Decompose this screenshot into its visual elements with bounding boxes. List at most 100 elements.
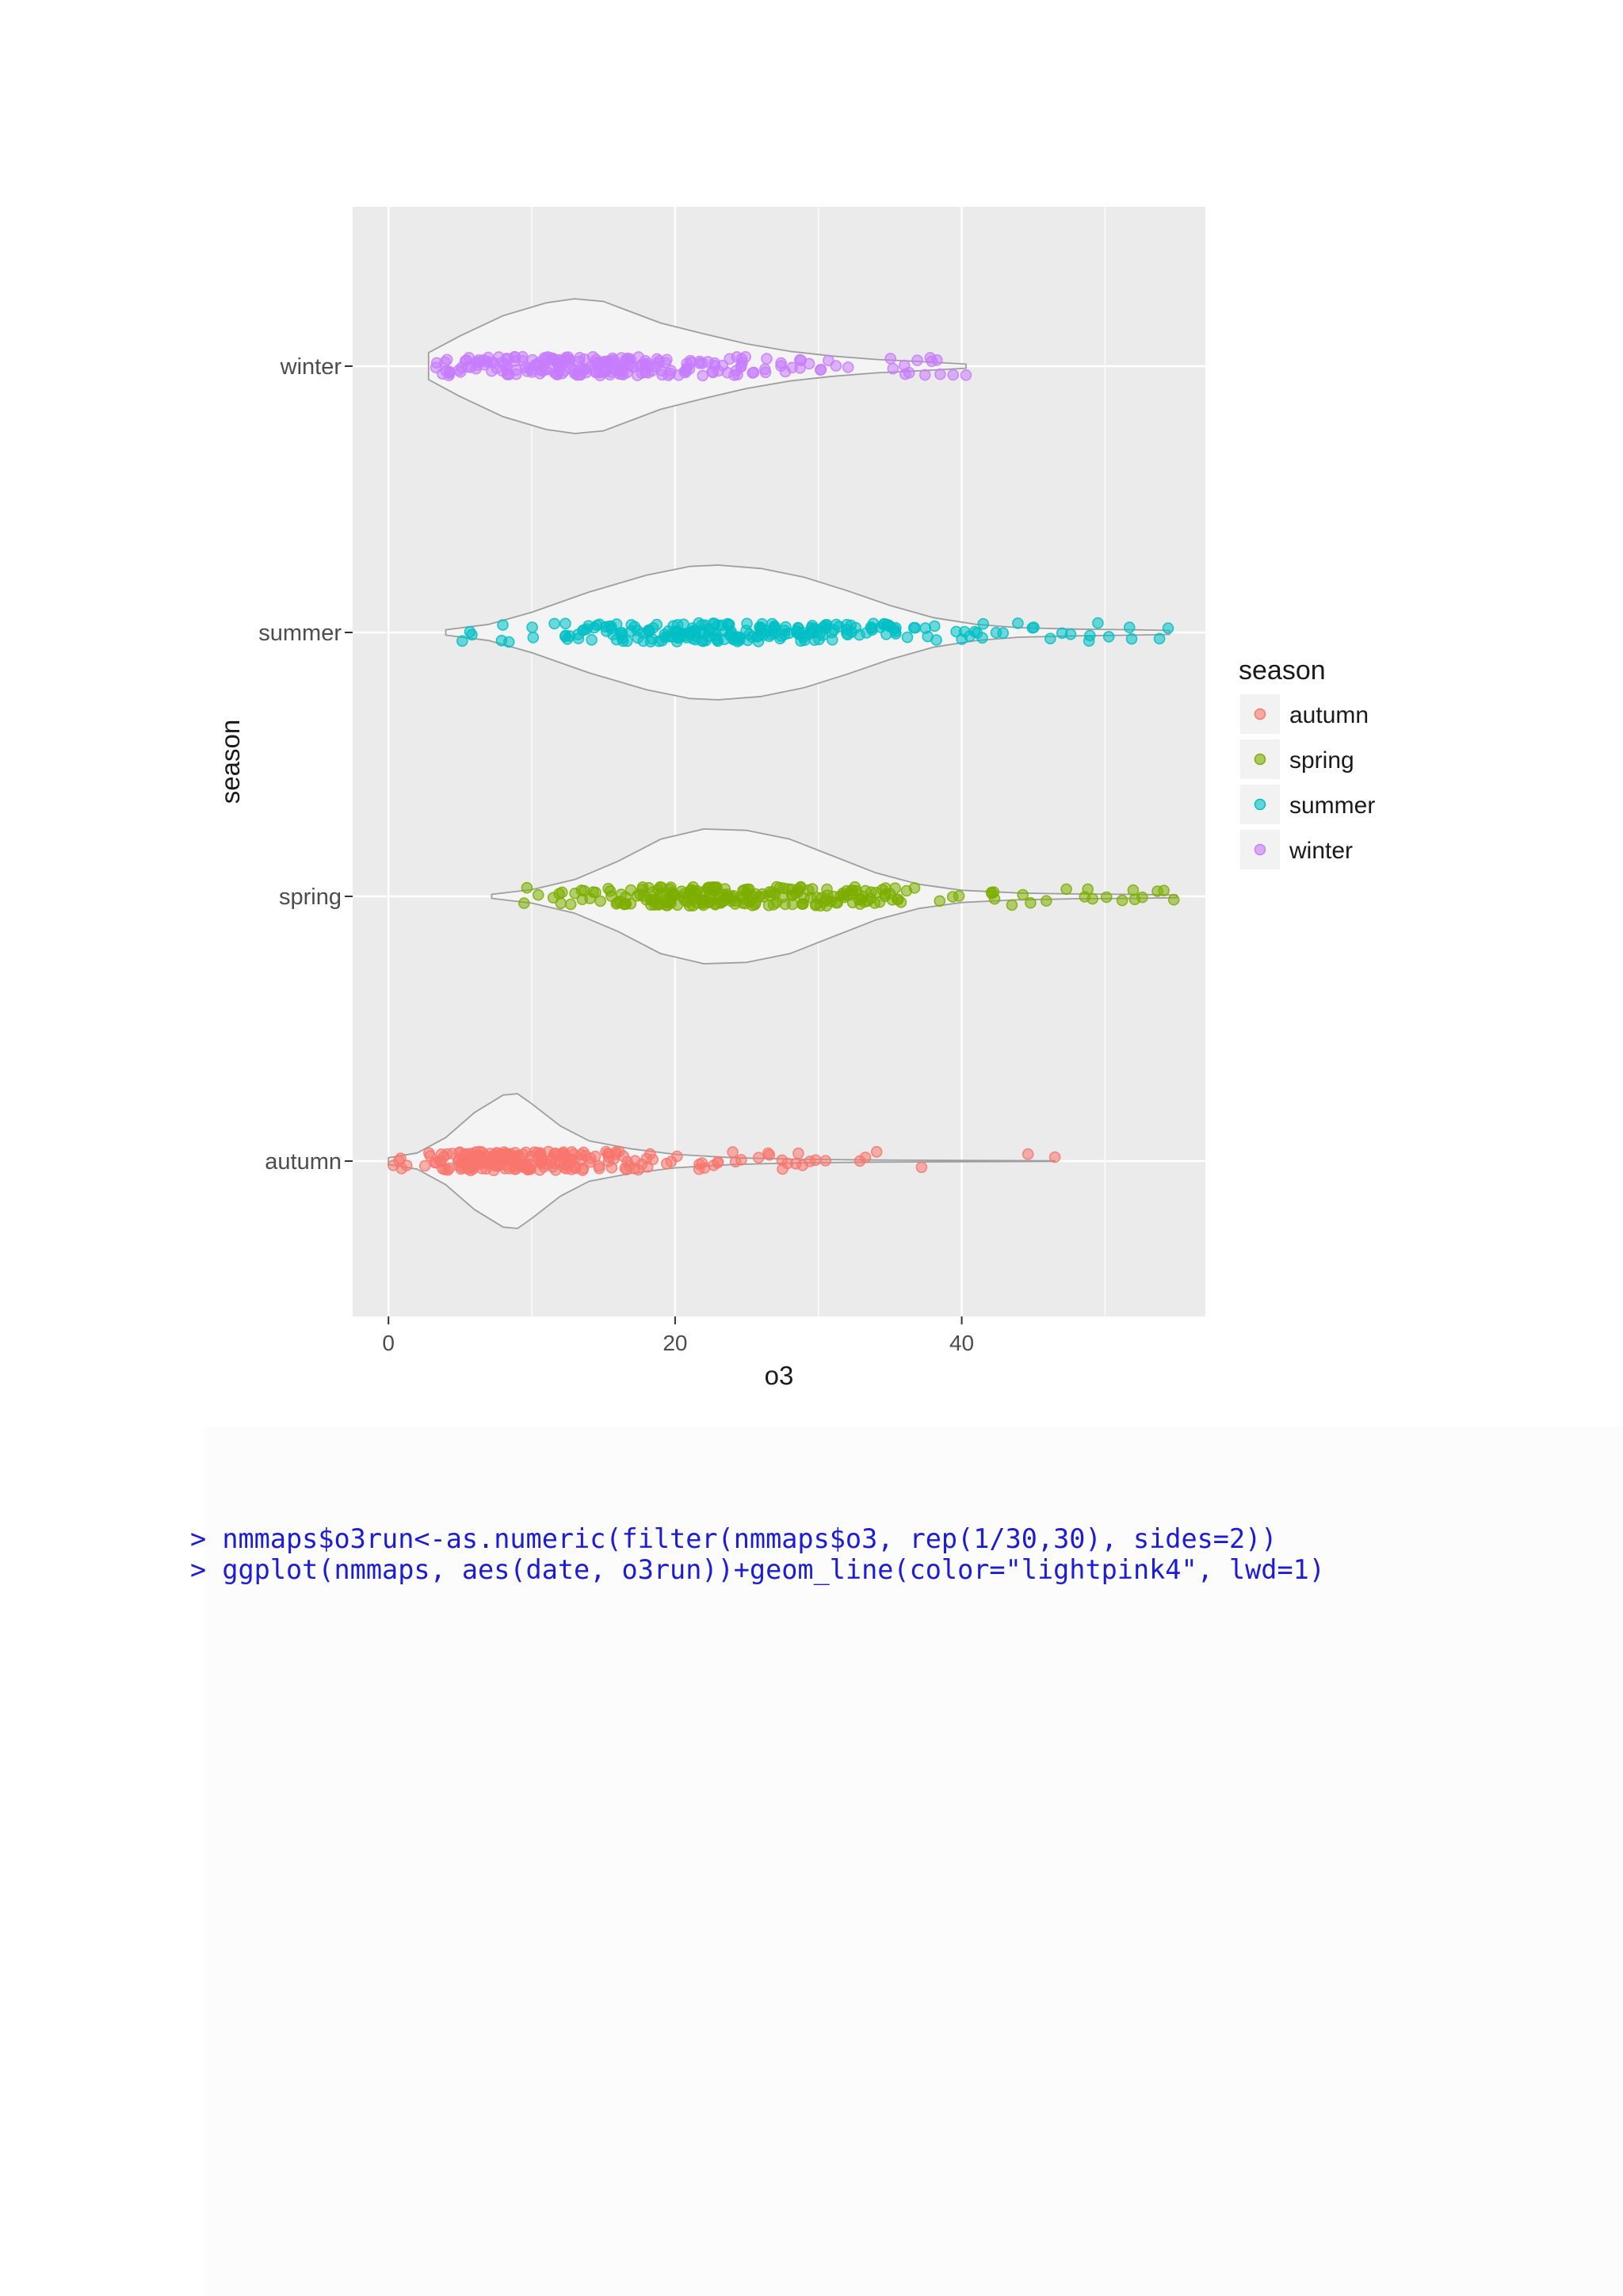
y-tick-label: summer [258, 621, 342, 646]
point-winter [508, 350, 521, 363]
axes: 0 20 40 autumn spring summer winter [258, 354, 974, 1355]
point-summer [990, 626, 1002, 639]
point-summer [659, 631, 671, 644]
point-winter [815, 364, 827, 376]
point-winter [472, 356, 485, 369]
point-summer [1064, 628, 1077, 640]
point-spring [725, 891, 738, 904]
point-spring [900, 884, 913, 897]
point-winter [642, 367, 655, 379]
legend-swatch-spring [1254, 753, 1266, 766]
legend-label-summer: summer [1289, 793, 1375, 819]
point-autumn [602, 1148, 614, 1159]
point-summer [866, 624, 878, 636]
point-autumn [870, 1146, 883, 1158]
point-winter [758, 363, 771, 376]
point-summer [907, 621, 920, 634]
point-autumn [441, 1163, 454, 1176]
point-summer [527, 631, 540, 644]
point-summer [1123, 621, 1136, 633]
jitter-points [387, 350, 1180, 1177]
legend: season autumn spring summer winter [1239, 655, 1375, 869]
point-autumn [796, 1159, 808, 1171]
point-winter [632, 369, 643, 382]
point-autumn [712, 1156, 724, 1169]
point-winter [624, 353, 636, 365]
point-winter [960, 369, 972, 381]
point-summer [710, 629, 723, 642]
point-autumn [660, 1157, 673, 1170]
point-summer [643, 624, 655, 636]
point-spring [575, 884, 588, 896]
point-autumn [510, 1160, 522, 1172]
point-spring [594, 895, 606, 907]
point-winter [500, 363, 513, 375]
point-winter [947, 369, 959, 381]
point-summer [850, 621, 862, 634]
point-winter [641, 357, 653, 369]
point-summer [712, 619, 724, 632]
point-autumn [617, 1150, 630, 1163]
point-spring [821, 883, 833, 896]
point-spring [746, 893, 758, 905]
point-winter [574, 351, 586, 364]
point-spring [743, 883, 755, 896]
point-summer [1092, 617, 1104, 629]
point-summer [929, 620, 941, 632]
point-summer [881, 618, 893, 631]
point-spring [1136, 891, 1148, 904]
legend-swatch-autumn [1254, 708, 1266, 720]
r-code-block: > nmmaps$o3run<-as.numeric(filter(nmmaps… [190, 1523, 1325, 1585]
point-spring [719, 883, 731, 895]
point-winter [487, 357, 500, 369]
point-autumn [915, 1161, 928, 1174]
point-spring [764, 889, 777, 901]
point-spring [604, 885, 617, 897]
point-spring [517, 897, 530, 909]
point-summer [697, 635, 709, 648]
y-tick-label: autumn [265, 1149, 342, 1175]
point-winter [919, 369, 931, 381]
point-winter [803, 357, 815, 370]
point-winter [911, 354, 923, 367]
point-spring [892, 893, 904, 906]
point-winter [842, 361, 854, 373]
point-winter [934, 368, 946, 380]
point-winter [463, 351, 475, 364]
point-autumn [809, 1154, 822, 1167]
point-autumn [752, 1152, 765, 1163]
point-summer [976, 632, 988, 644]
point-spring [1158, 884, 1170, 896]
point-spring [1006, 899, 1018, 911]
point-spring [846, 888, 857, 901]
point-spring [556, 886, 568, 899]
point-autumn [504, 1152, 516, 1165]
point-autumn [424, 1150, 437, 1162]
point-spring [1017, 888, 1029, 901]
point-spring [620, 891, 632, 904]
point-summer [725, 625, 737, 638]
point-autumn [418, 1159, 431, 1172]
legend-entries: autumn spring summer winter [1240, 694, 1375, 869]
point-spring [691, 884, 704, 897]
point-spring [1167, 893, 1180, 906]
point-summer [792, 628, 805, 640]
point-summer [563, 630, 576, 642]
point-summer [603, 621, 616, 632]
point-winter [735, 353, 748, 365]
point-spring [521, 881, 533, 894]
point-winter [884, 353, 896, 365]
x-tick-label: 40 [949, 1331, 974, 1355]
point-winter [898, 359, 911, 372]
point-autumn [568, 1154, 580, 1166]
point-spring [934, 895, 946, 907]
point-spring [654, 881, 666, 893]
point-autumn [735, 1154, 747, 1166]
point-summer [1012, 617, 1024, 629]
point-autumn [1048, 1151, 1061, 1163]
point-summer [559, 617, 571, 630]
point-winter [651, 353, 663, 365]
point-autumn [641, 1161, 654, 1173]
point-spring [645, 899, 657, 911]
point-summer [1102, 631, 1115, 643]
